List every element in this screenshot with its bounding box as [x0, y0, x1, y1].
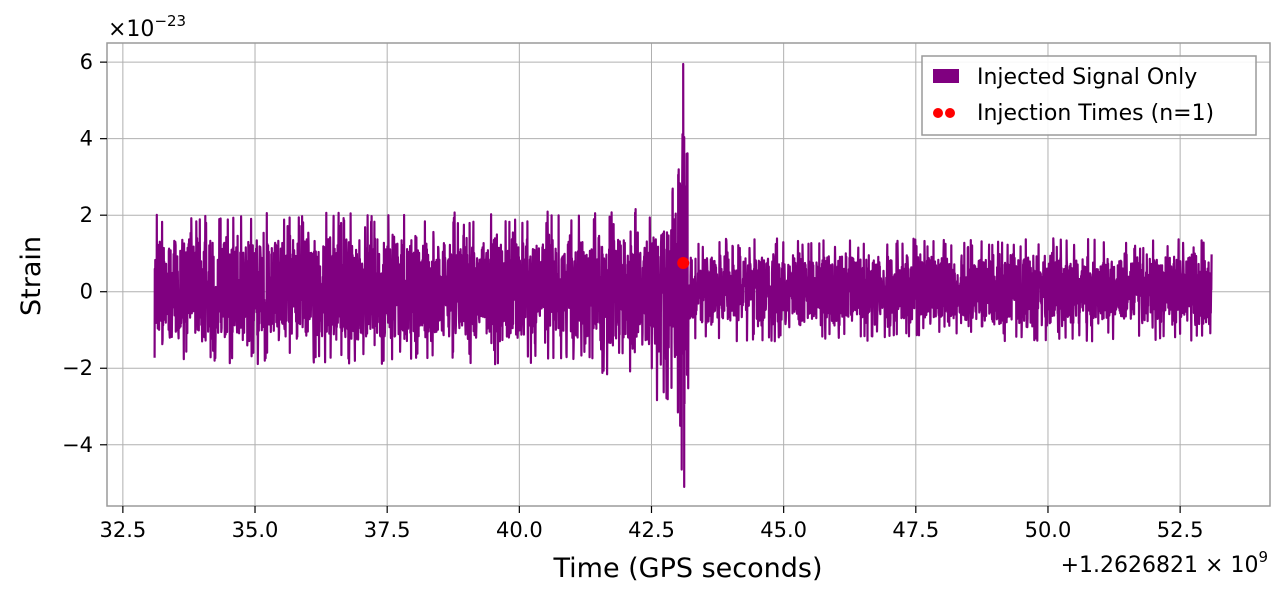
y-tick-label: 6	[80, 50, 93, 74]
series-injected-signal-line	[153, 62, 1213, 488]
y-axis-label: Strain	[16, 236, 47, 316]
y-multiplier-label: ×10−23	[108, 12, 186, 42]
injection-time-point	[677, 257, 690, 270]
x-offset-label: +1.2626821 × 109	[1061, 548, 1268, 578]
x-tick-label: 40.0	[496, 518, 543, 542]
legend-label-injection-times: Injection Times (n=1)	[977, 101, 1214, 126]
x-tick-label: 42.5	[628, 518, 675, 542]
legend-box	[921, 55, 1257, 136]
x-axis-label: Time (GPS seconds)	[552, 553, 822, 584]
legend: Injected Signal Only Injection Times (n=…	[921, 55, 1257, 136]
x-tick-label: 47.5	[892, 518, 939, 542]
x-axis-ticks: 32.5 35.0 37.5 40.0 42.5 45.0 47.5 50.0 52.5	[99, 506, 1204, 542]
x-offset-base: +1.2626821 × 10	[1061, 553, 1259, 578]
x-tick-label: 35.0	[232, 518, 279, 542]
y-axis-ticks: −4 −2 0 2 4 6	[62, 50, 107, 457]
x-tick-label: 50.0	[1025, 518, 1072, 542]
y-tick-label: −4	[62, 433, 93, 457]
axes-frame	[106, 42, 1271, 507]
x-offset-exponent: 9	[1258, 548, 1268, 566]
y-multiplier-base: ×10	[108, 17, 154, 42]
x-tick-label: 45.0	[760, 518, 807, 542]
y-multiplier-exponent: −23	[154, 12, 186, 30]
legend-label-injected-signal: Injected Signal Only	[977, 65, 1197, 90]
x-tick-label: 37.5	[364, 518, 411, 542]
y-tick-label: −2	[62, 356, 93, 380]
y-tick-label: 4	[80, 127, 93, 151]
legend-swatch-injected-signal	[933, 69, 959, 83]
legend-marker-injection-b	[945, 108, 955, 118]
legend-marker-injection-a	[933, 108, 943, 118]
x-tick-label: 32.5	[99, 518, 146, 542]
x-tick-label: 52.5	[1157, 518, 1204, 542]
y-tick-label: 2	[80, 203, 93, 227]
y-tick-label: 0	[80, 280, 93, 304]
plot-area	[153, 62, 1213, 488]
